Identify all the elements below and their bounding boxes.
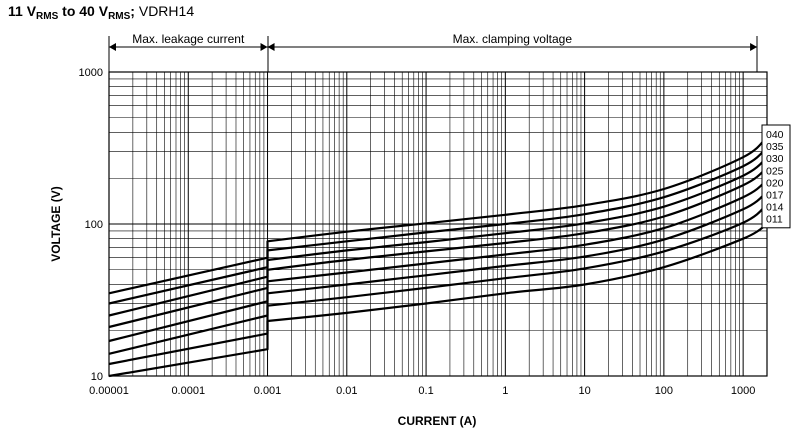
title-part-2: to 40 V <box>58 3 109 19</box>
region-label: Max. leakage current <box>132 32 245 46</box>
title-sub-1: RMS <box>36 11 59 22</box>
x-tick-label: 1000 <box>731 385 755 397</box>
legend-entry-011: 011 <box>766 214 783 226</box>
series-line-025 <box>108 166 768 329</box>
legend-entry-025: 025 <box>766 165 784 177</box>
x-tick-label: 100 <box>655 385 673 397</box>
x-tick-label: 0.1 <box>418 385 433 397</box>
y-tick-label: 10 <box>91 371 103 383</box>
series-line-017 <box>108 190 768 355</box>
title-part-3: ; <box>130 3 139 19</box>
y-axis-label: VOLTAGE (V) <box>49 186 63 262</box>
y-tick-label: 1000 <box>79 67 103 79</box>
series-line-011 <box>108 223 768 378</box>
series-line-030 <box>108 156 768 317</box>
x-tick-label: 0.0001 <box>171 385 205 397</box>
region-label: Max. clamping voltage <box>453 32 573 46</box>
legend-entry-014: 014 <box>766 202 784 214</box>
title-sub-2: RMS <box>108 11 131 22</box>
title-part-4: VDRH14 <box>138 3 195 19</box>
x-tick-label: 0.001 <box>254 385 282 397</box>
series-lines <box>108 135 768 378</box>
legend-entry-020: 020 <box>766 177 784 189</box>
x-tick-label: 1 <box>502 385 508 397</box>
x-tick-label: 10 <box>578 385 590 397</box>
y-tick-label: 100 <box>85 219 103 231</box>
chart-title: 11 VRMS to 40 VRMS; VDRH14 <box>8 3 194 22</box>
series-line-014 <box>108 203 768 366</box>
region-arrow <box>109 43 116 51</box>
series-line-020 <box>108 179 768 343</box>
legend-entry-030: 030 <box>766 153 784 165</box>
x-tick-label: 0.01 <box>336 385 357 397</box>
tick-labels: 0.00001 0.0001 0.001 0.01 0.1 1 10 100 1000 10 100… <box>79 67 756 397</box>
region-arrow <box>750 43 758 51</box>
legend-entry-017: 017 <box>766 190 784 202</box>
region-arrow <box>267 43 275 51</box>
region-arrow <box>260 43 268 51</box>
grid <box>108 71 768 377</box>
legend-box <box>761 124 791 229</box>
title-part-1: 11 V <box>8 3 37 19</box>
x-tick-label: 0.00001 <box>89 385 129 397</box>
series-line-040 <box>108 135 768 295</box>
legend-entry-035: 035 <box>766 141 784 153</box>
region-annotations: Max. leakage current Max. clamping voltag… <box>108 32 758 72</box>
x-axis-label: CURRENT (A) <box>398 414 477 428</box>
legend-entry-040: 040 <box>766 129 784 141</box>
series-line-035 <box>108 146 768 305</box>
